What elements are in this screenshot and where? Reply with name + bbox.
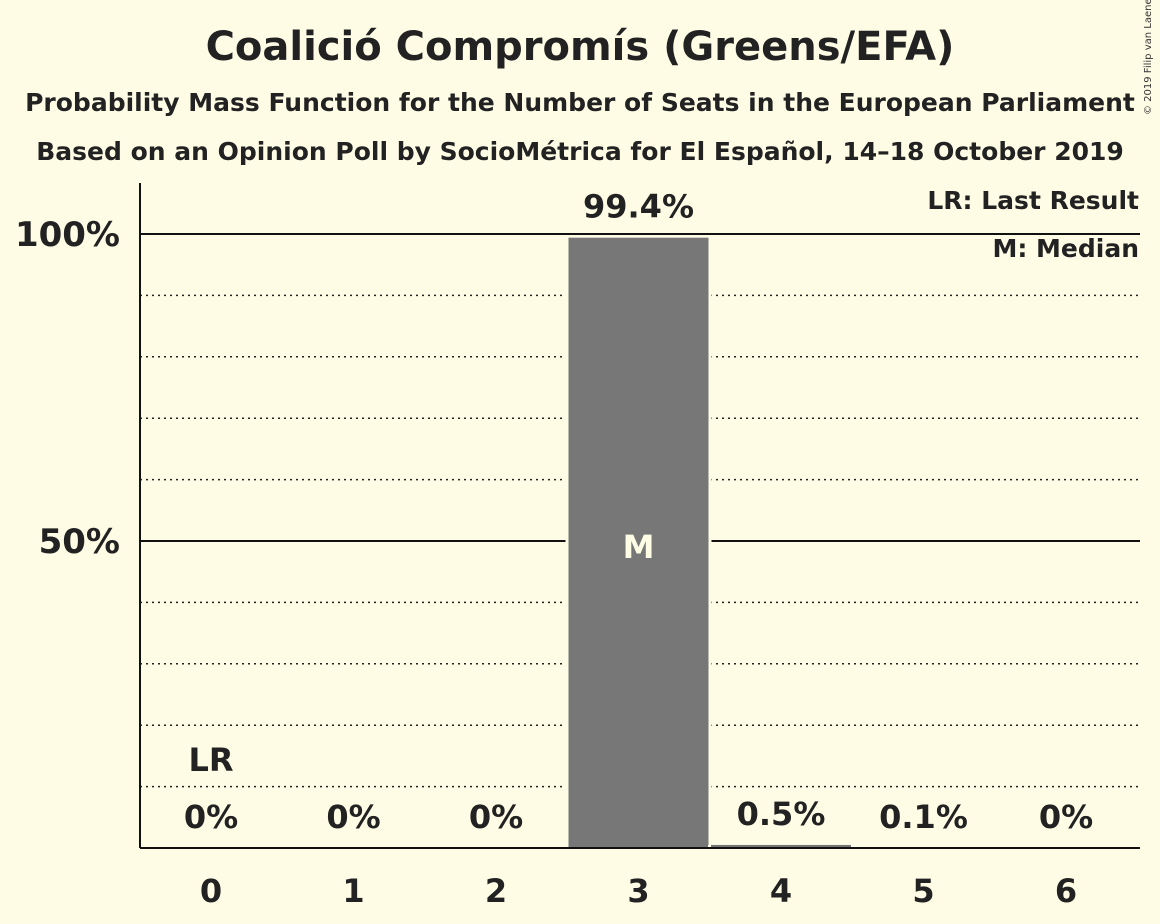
x-tick-label: 5 (912, 872, 934, 910)
axes (139, 183, 1140, 849)
bar (711, 844, 851, 848)
labels: 50% 100% 0 1 2 3 4 5 6 0% 0% 0% 99.4% 0.5% 0.1% 0% LR M (15, 188, 1093, 910)
data-label: 0% (1039, 798, 1093, 836)
data-label: 0% (469, 798, 523, 836)
chart-subtitle: Probability Mass Function for the Number… (25, 88, 1135, 117)
data-label: 0% (326, 798, 380, 836)
legend-entry: LR: Last Result (927, 186, 1139, 215)
legend: LR: Last Result M: Median (927, 186, 1139, 263)
bar (568, 237, 709, 848)
data-label: 0.5% (737, 795, 826, 833)
data-label: 0% (184, 798, 238, 836)
x-tick-label: 6 (1055, 872, 1077, 910)
chart-title: Coalició Compromís (Greens/EFA) (205, 24, 955, 70)
bars (565, 237, 997, 849)
x-tick-label: 4 (770, 872, 792, 910)
chart-subtitle-source: Based on an Opinion Poll by SocioMétrica… (36, 137, 1124, 166)
data-label: 0.1% (879, 798, 968, 836)
data-label: 99.4% (583, 188, 694, 226)
x-tick-label: 0 (200, 872, 222, 910)
y-tick-label: 100% (15, 215, 120, 255)
median-marker: M (623, 528, 655, 566)
x-tick-label: 1 (342, 872, 364, 910)
x-tick-label: 3 (627, 872, 649, 910)
x-tick-label: 2 (485, 872, 507, 910)
legend-entry: M: Median (992, 234, 1139, 263)
y-tick-label: 50% (39, 522, 120, 562)
last-result-marker: LR (188, 741, 233, 779)
